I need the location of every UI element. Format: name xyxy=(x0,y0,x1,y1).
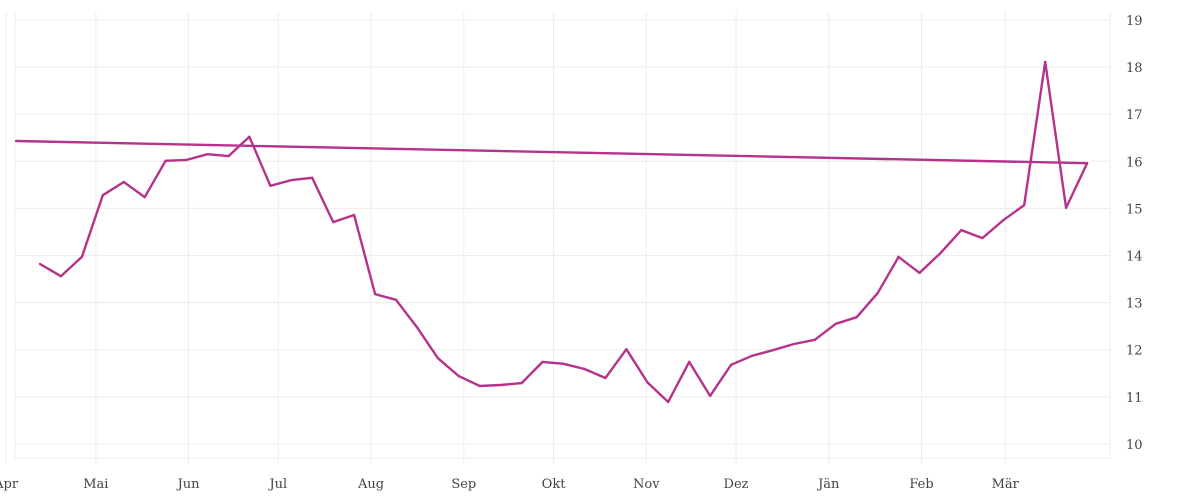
data-point xyxy=(248,135,251,139)
data-point xyxy=(457,374,461,378)
data-point xyxy=(876,291,879,295)
data-point xyxy=(834,322,837,325)
y-tick-label: 10 xyxy=(1126,438,1143,453)
data-point xyxy=(59,275,63,278)
y-tick-label: 13 xyxy=(1126,297,1143,312)
data-point xyxy=(227,154,230,158)
x-tick-label: Aug xyxy=(357,477,384,492)
series-line xyxy=(16,60,1089,404)
data-point xyxy=(604,376,607,380)
y-tick-label: 11 xyxy=(1126,391,1143,406)
data-point xyxy=(1043,60,1047,64)
data-point xyxy=(667,400,670,404)
y-tick-label: 19 xyxy=(1126,14,1143,29)
data-point xyxy=(750,354,754,358)
data-point xyxy=(520,381,523,385)
data-point xyxy=(143,195,146,199)
data-point xyxy=(541,360,544,364)
data-point xyxy=(206,153,209,156)
data-point xyxy=(687,360,691,364)
data-point xyxy=(981,236,984,240)
x-tick-label: Jul xyxy=(267,477,287,492)
data-point xyxy=(478,384,481,388)
x-tick-label: Jän xyxy=(816,477,840,492)
data-point xyxy=(14,139,18,143)
data-point xyxy=(499,383,502,387)
data-point xyxy=(331,220,335,224)
y-axis-labels: 10 11 12 13 14 15 16 17 18 19 xyxy=(1126,14,1143,453)
data-point xyxy=(352,213,356,217)
y-tick-label: 17 xyxy=(1126,108,1143,123)
data-point xyxy=(583,367,586,371)
data-point xyxy=(185,158,188,162)
data-point xyxy=(562,362,565,366)
data-point xyxy=(80,255,84,259)
data-point xyxy=(855,316,858,319)
data-point xyxy=(38,262,42,266)
data-point xyxy=(939,251,942,255)
data-point xyxy=(101,194,105,197)
data-point xyxy=(708,394,712,398)
x-axis-labels: Mai Jun Jul Aug Sep Okt Nov Dez Jän Feb Mär Apr xyxy=(0,477,1020,492)
x-tick-label: Okt xyxy=(542,477,567,492)
data-point xyxy=(897,255,900,259)
data-point xyxy=(122,180,125,184)
data-point xyxy=(290,178,293,182)
data-point xyxy=(1064,206,1068,210)
data-point xyxy=(373,292,377,296)
x-tick-label: Mai xyxy=(83,477,108,492)
data-point xyxy=(625,348,628,351)
data-point xyxy=(960,228,963,232)
data-point xyxy=(394,298,398,301)
data-point xyxy=(415,325,419,329)
data-point xyxy=(311,176,314,179)
y-tick-label: 16 xyxy=(1126,155,1143,170)
data-point xyxy=(1002,218,1005,222)
data-point xyxy=(729,363,733,366)
data-point xyxy=(646,380,649,384)
data-point xyxy=(813,338,817,342)
data-point xyxy=(1085,161,1089,165)
y-tick-label: 18 xyxy=(1126,61,1143,76)
x-tick-label: Sep xyxy=(451,477,476,492)
data-point xyxy=(436,356,440,360)
x-tick-label: Feb xyxy=(909,477,933,492)
x-tick-label: Apr xyxy=(0,477,19,492)
data-point xyxy=(1023,203,1026,207)
x-tick-label: Mär xyxy=(992,477,1020,492)
gridlines xyxy=(5,12,1111,464)
data-point xyxy=(771,348,775,352)
x-tick-label: Nov xyxy=(633,477,660,492)
data-point xyxy=(792,342,796,346)
x-tick-label: Jun xyxy=(176,477,201,492)
x-tick-label: Dez xyxy=(724,477,749,492)
data-point xyxy=(918,271,921,275)
y-tick-label: 12 xyxy=(1126,344,1143,359)
series xyxy=(14,60,1089,404)
y-tick-label: 15 xyxy=(1126,202,1143,217)
y-tick-label: 14 xyxy=(1126,250,1143,265)
data-point xyxy=(164,159,167,163)
data-point xyxy=(269,184,272,187)
